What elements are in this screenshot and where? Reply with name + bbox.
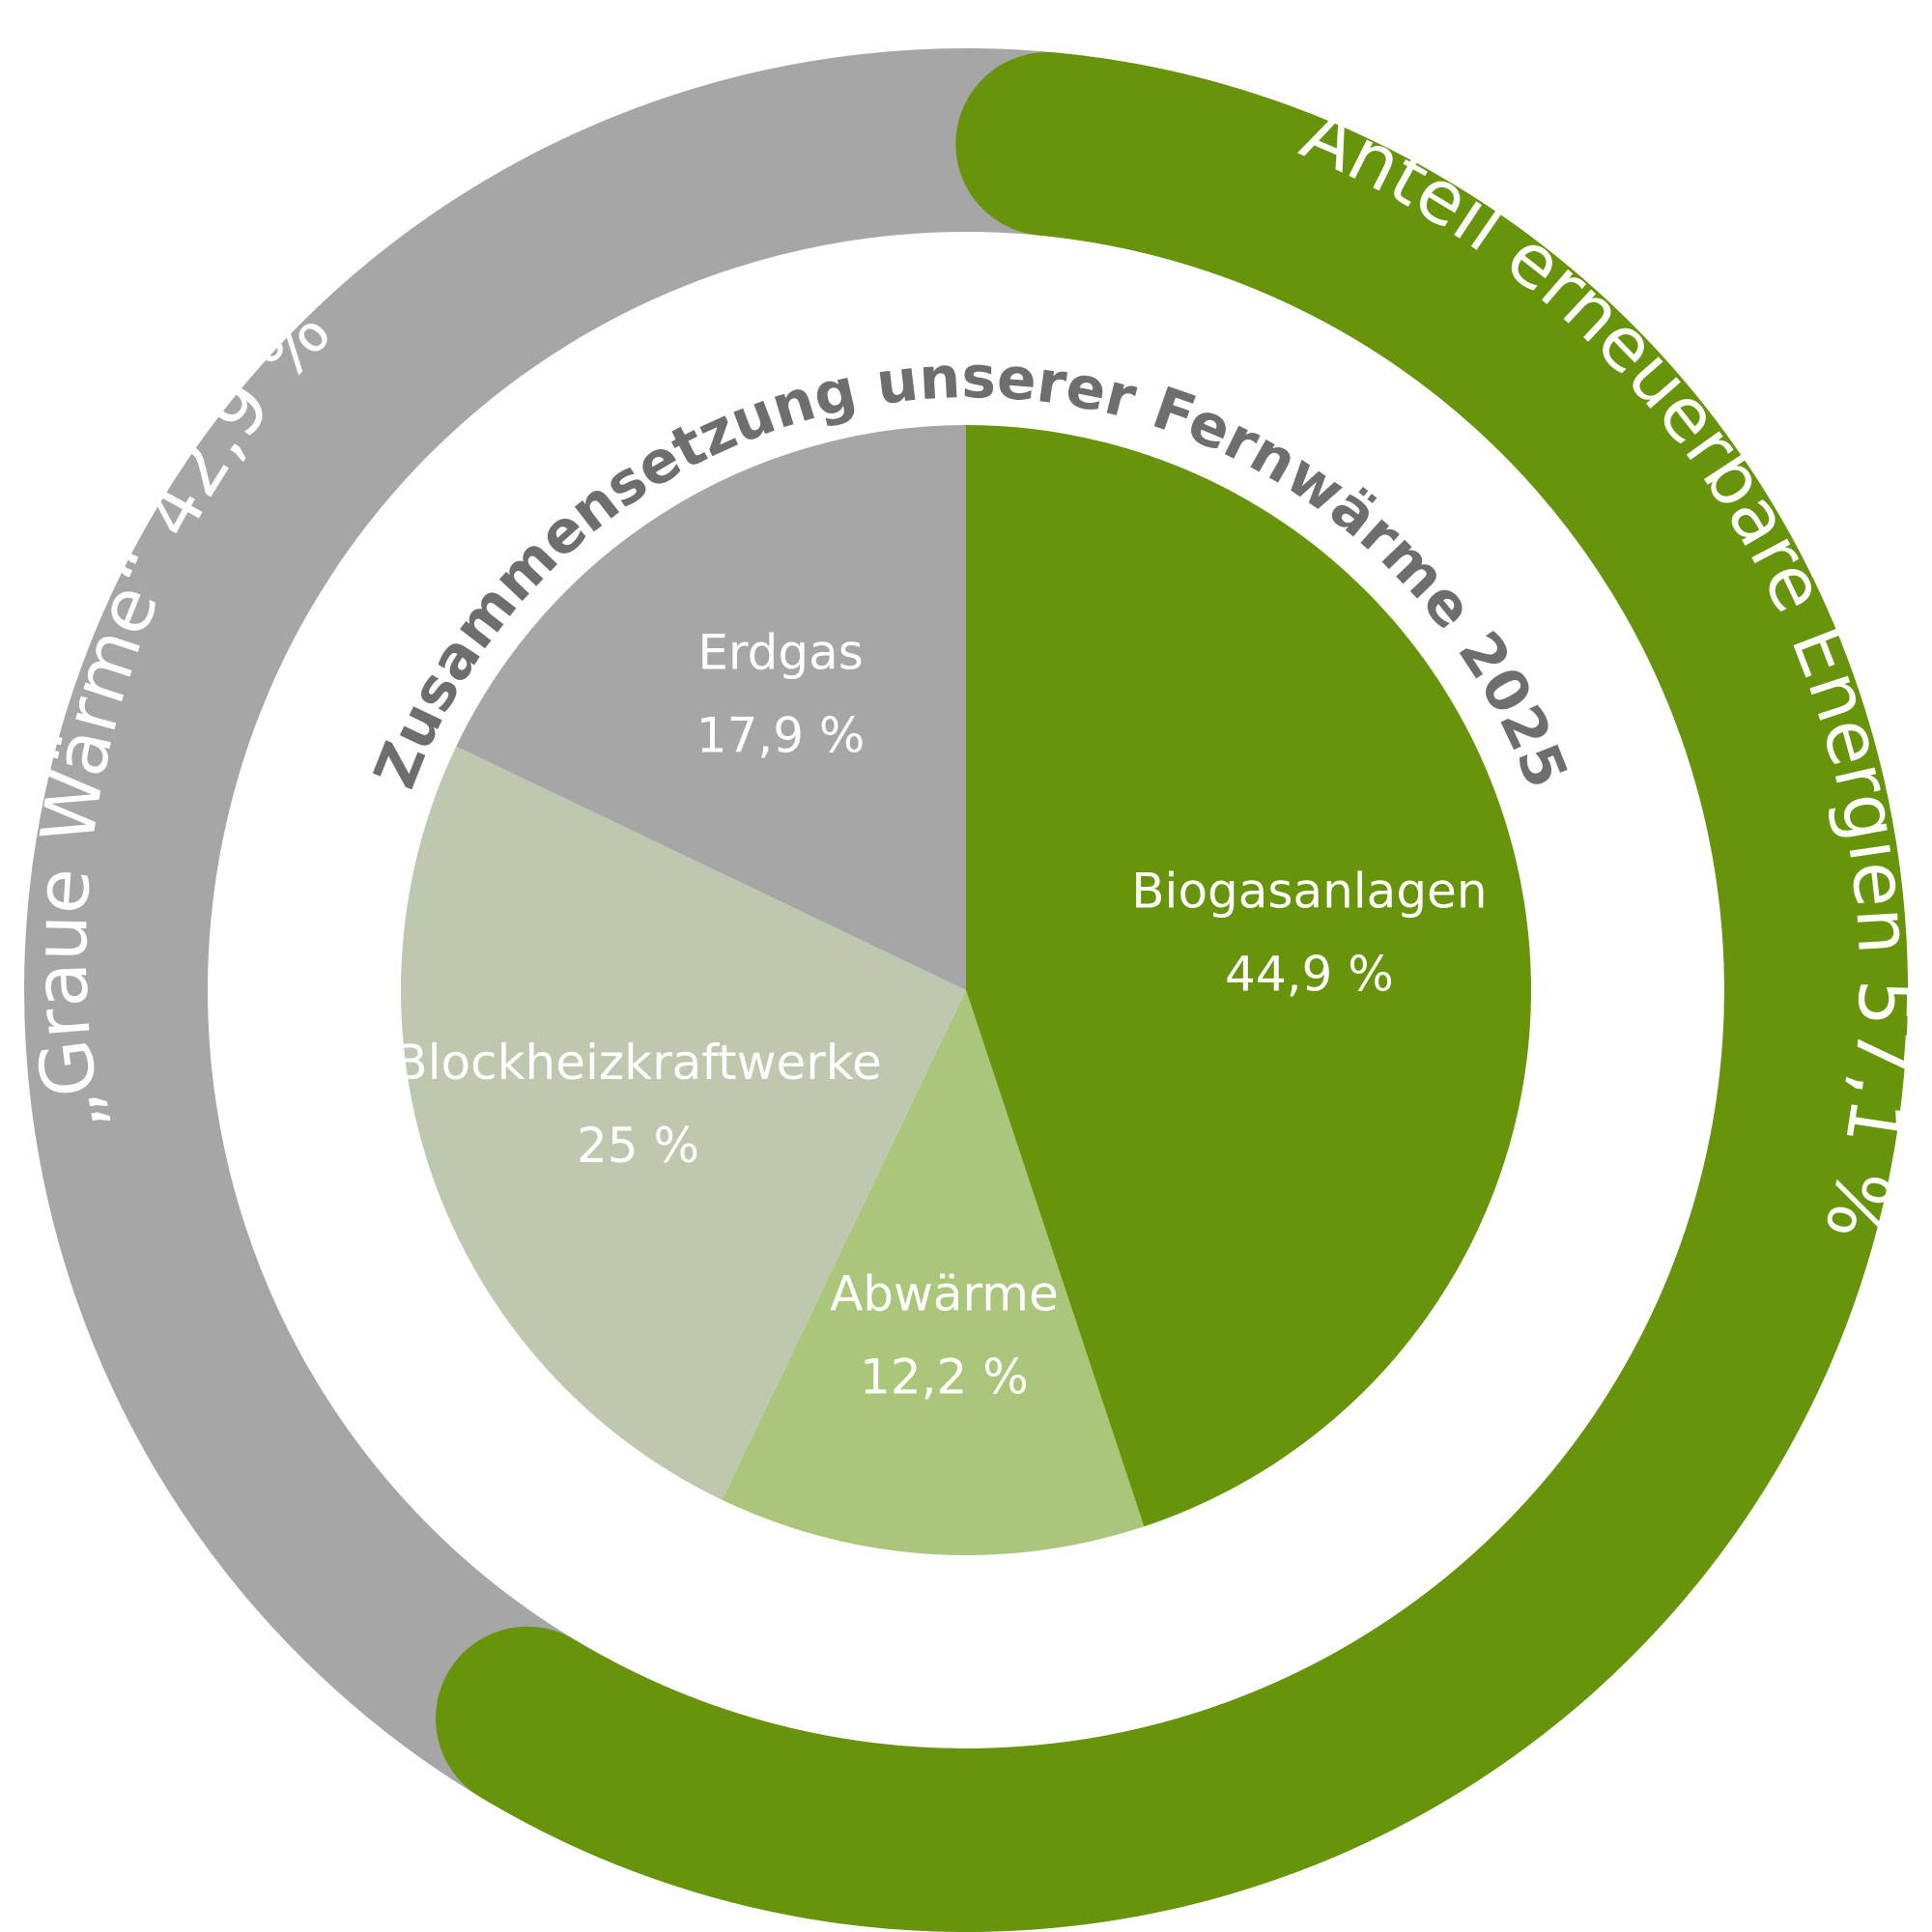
slice-value-3: 17,9 %	[696, 707, 866, 763]
pie-slice-0	[966, 425, 1531, 1527]
slice-value-2: 25 %	[577, 1118, 699, 1174]
pie-slice-3	[456, 425, 966, 990]
slice-label-0: Biogasanlagen	[1131, 864, 1487, 920]
pie-slice-2	[400, 746, 966, 1500]
slice-value-1: 12,2 %	[860, 1349, 1029, 1405]
pie	[400, 425, 1531, 1555]
slice-label-2: Blockheizkraftwerke	[394, 1035, 881, 1091]
outer-ring-green	[435, 52, 1908, 1932]
slice-label-1: Abwärme	[830, 1265, 1059, 1321]
slice-label-3: Erdgas	[697, 624, 863, 680]
slice-labels: Biogasanlagen 44,9 % Abwärme 12,2 % Blockhei…	[394, 624, 1487, 1405]
slice-value-0: 44,9 %	[1225, 947, 1394, 1003]
pie-slice-1	[722, 990, 1145, 1555]
